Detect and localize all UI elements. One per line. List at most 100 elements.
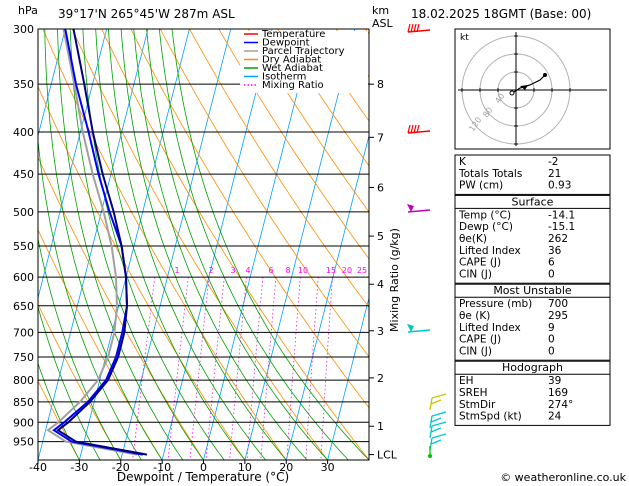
hodograph-table-title: Hodograph: [502, 361, 563, 374]
height-tick-label: 8: [377, 78, 384, 91]
height-unit-km: km: [372, 4, 389, 17]
pressure-axis: 300 350 400 450 500 550 600 650 700 750 800 850 900 9…: [13, 23, 34, 449]
mixing-ratio-line: [246, 277, 264, 460]
wet-adiabat-line: [44, 29, 163, 460]
mixing-ratio-line: [286, 277, 301, 460]
height-tick-label: LCL: [377, 449, 398, 462]
surface-table-label: Lifted Index: [459, 245, 521, 257]
temperature-tick-label: -40: [29, 461, 47, 474]
height-unit-asl: ASL: [372, 17, 394, 30]
pressure-tick-label: 300: [13, 23, 34, 36]
mixing-ratio-label: 4: [245, 266, 250, 275]
hodograph-table-label: StmSpd (kt): [459, 411, 522, 423]
surface-table-label: θe(K): [459, 233, 487, 245]
wind-barb: [407, 23, 431, 33]
surface-table-value: 6: [548, 257, 555, 269]
temperature-tick-label: 20: [279, 461, 293, 474]
profile-lines: [46, 29, 148, 456]
height-tick-label: 4: [377, 278, 384, 291]
wind-barb: [429, 433, 447, 451]
dry-adiabat-line: [159, 29, 369, 358]
mixing-ratio-line: [305, 277, 319, 460]
temperature-line: [56, 29, 148, 456]
isotherm-lines: [38, 29, 369, 460]
hodograph-frame: [454, 28, 611, 150]
height-tick-label: 2: [377, 372, 384, 385]
legend-item: Parcel Trajectory: [262, 46, 345, 57]
legend-item: Isotherm: [262, 72, 306, 83]
dry-adiabat-line: [247, 29, 369, 213]
pressure-tick-label: 550: [13, 240, 34, 253]
pressure-tick-label: 900: [13, 416, 34, 429]
isotherm-line: [161, 29, 273, 460]
mixing-ratio-line: [205, 277, 225, 460]
hodograph-unit: kt: [460, 33, 469, 43]
indices-table-label: PW (cm): [459, 180, 503, 192]
most-unstable-table-label: CAPE (J): [459, 334, 501, 346]
surface-table-label: Dewp (°C): [459, 221, 513, 233]
legend-item: Wet Adiabat: [262, 63, 323, 74]
isotherm-line: [120, 29, 232, 460]
hodograph-endpoint: [543, 73, 547, 77]
hodograph-table-value: 274°: [548, 399, 573, 411]
hodograph: kt 40 80 120: [454, 28, 611, 150]
wet-adiabat-line: [171, 29, 369, 460]
height-tick-label: 3: [377, 325, 384, 338]
mixing-ratio-line: [320, 277, 333, 460]
most-unstable-table-value: 9: [548, 322, 555, 334]
most-unstable-table-value: 0: [548, 334, 555, 346]
surface-table-label: CAPE (J): [459, 257, 501, 269]
pressure-tick-label: 650: [13, 300, 34, 313]
wind-barb: [407, 324, 431, 333]
hodograph-origin: [509, 90, 515, 96]
surface-table-label: CIN (J): [459, 268, 492, 280]
dry-adiabat-line: [38, 380, 80, 460]
mixing-ratio-label: 8: [285, 266, 290, 275]
mixing-ratio-line: [229, 277, 247, 460]
wet-adiabat-line: [95, 29, 246, 460]
legend-item: Temperature: [261, 29, 325, 40]
hodograph-storm-marker: [520, 85, 528, 90]
indices-table-frame: [454, 154, 611, 195]
dry-adiabat-line: [218, 29, 369, 260]
indices-table-value: 0.93: [548, 180, 571, 192]
pressure-unit: hPa: [18, 4, 38, 17]
isotherm-line: [327, 296, 369, 460]
mixing-ratio-line: [260, 277, 277, 460]
indices-table-label: K: [459, 156, 467, 168]
surface-table-frame: [454, 194, 611, 284]
surface-table-title: Surface: [512, 195, 554, 208]
isobar-lines: [38, 29, 369, 443]
wind-barb: [429, 421, 447, 439]
most-unstable-table-label: Lifted Index: [459, 322, 521, 334]
legend-item: Mixing Ratio: [262, 80, 324, 91]
x-axis-label: Dewpoint / Temperature (°C): [117, 470, 289, 484]
mixing-ratio-label: 2: [208, 266, 213, 275]
hodograph-table-label: EH: [459, 375, 474, 387]
legend-item: Dry Adiabat: [262, 55, 321, 66]
temperature-tick-label: 30: [321, 461, 335, 474]
surface-table-value: 0: [548, 268, 555, 280]
hodograph-table-value: 169: [548, 387, 568, 399]
wet-adiabat-line: [38, 305, 101, 460]
hodograph-trace: [513, 74, 546, 93]
temperature-axis: -40 -30 -20 -10 0 10 20 30: [29, 460, 335, 474]
most-unstable-table-title: Most Unstable: [493, 284, 572, 297]
pressure-tick-label: 500: [13, 206, 34, 219]
most-unstable-table-value: 700: [548, 298, 568, 310]
mixing-ratio-label: 3: [230, 266, 235, 275]
parcel-trajectory-line: [46, 29, 138, 456]
temperature-tick-label: -20: [112, 461, 130, 474]
wind-barb: [407, 204, 431, 213]
location-title: 39°17'N 265°45'W 287m ASL: [58, 7, 235, 21]
indices-table-label: Totals Totals: [458, 168, 522, 180]
most-unstable-table-label: θe (K): [459, 310, 490, 322]
most-unstable-table-value: 295: [548, 310, 568, 322]
legend-item: Dewpoint: [262, 38, 310, 49]
plot-area: [38, 29, 369, 460]
indices-table-value: -2: [548, 156, 558, 168]
